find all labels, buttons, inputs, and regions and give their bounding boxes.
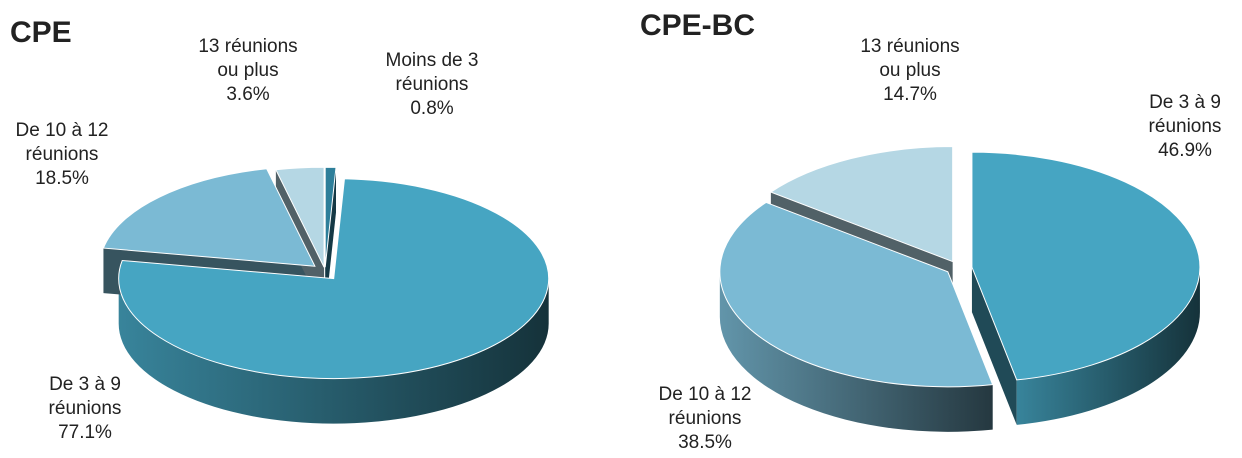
slice bbox=[102, 168, 316, 267]
slice bbox=[118, 178, 550, 380]
slice-label: De 10 à 12 bbox=[16, 120, 109, 141]
slice-label: réunions bbox=[26, 144, 99, 165]
value-label: 38.5% bbox=[678, 432, 732, 453]
slice bbox=[971, 151, 1201, 381]
slice-side bbox=[118, 278, 549, 424]
slice-label: De 3 à 9 bbox=[49, 374, 121, 395]
slice-label: De 10 à 12 bbox=[659, 384, 752, 405]
slice-label: ou plus bbox=[879, 60, 940, 81]
slice-wall bbox=[971, 267, 1017, 425]
slice-label: De 3 à 9 bbox=[1149, 92, 1221, 113]
slice-wall bbox=[325, 167, 337, 313]
slice-side bbox=[719, 271, 993, 432]
slice bbox=[275, 166, 325, 268]
slice-side bbox=[1016, 267, 1200, 425]
value-label: 0.8% bbox=[410, 98, 453, 119]
value-label: 18.5% bbox=[35, 168, 89, 189]
slice-label: Moins de 3 bbox=[386, 50, 479, 71]
slice-label: réunions bbox=[396, 74, 469, 95]
slice-label: réunions bbox=[49, 398, 122, 419]
slice-label: réunions bbox=[1149, 116, 1222, 137]
slice bbox=[324, 166, 337, 268]
slice-label: réunions bbox=[669, 408, 742, 429]
slice bbox=[719, 201, 994, 388]
chart-title: CPE-BC bbox=[640, 9, 755, 42]
value-label: 3.6% bbox=[226, 84, 269, 105]
slice-label: 13 réunions bbox=[860, 36, 959, 57]
value-label: 14.7% bbox=[883, 84, 937, 105]
slice-label: ou plus bbox=[217, 60, 278, 81]
slice-label: 13 réunions bbox=[198, 36, 297, 57]
slice bbox=[769, 146, 954, 263]
value-label: 46.9% bbox=[1158, 140, 1212, 161]
chart-title: CPE bbox=[10, 16, 72, 49]
value-label: 77.1% bbox=[58, 422, 112, 443]
